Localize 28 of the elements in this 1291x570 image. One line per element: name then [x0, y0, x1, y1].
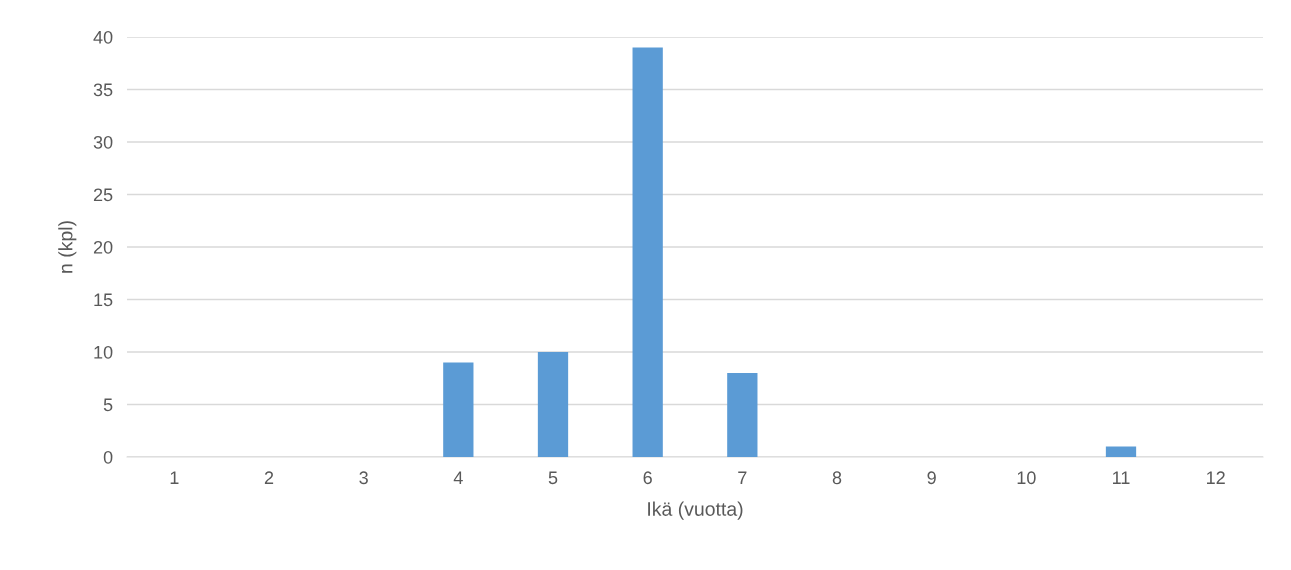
y-tick-label: 15 [94, 293, 113, 307]
y-tick-label: 20 [93, 240, 113, 254]
x-axis-title: Ikä (vuotta) [648, 501, 743, 520]
y-tick-label: 30 [93, 135, 113, 149]
bar [1105, 446, 1137, 457]
y-tick-label: 25 [93, 188, 113, 202]
y-tick-label: 0 [103, 450, 113, 464]
bar [537, 352, 569, 457]
y-tick-label: 5 [103, 398, 113, 412]
y-tick-label: 10 [94, 345, 113, 359]
bar [727, 373, 758, 457]
x-tick-label: 12 [1207, 471, 1225, 484]
x-tick-label: 1 [170, 471, 179, 484]
y-axis-title: n (kpl) [58, 221, 77, 273]
y-tick-label: 35 [93, 83, 113, 97]
x-tick-label: 3 [359, 471, 368, 485]
bar [632, 47, 663, 457]
x-tick-label: 4 [453, 471, 463, 484]
x-tick-label: 2 [264, 471, 274, 484]
x-tick-label: 8 [832, 471, 842, 485]
y-tick-label: 40 [93, 30, 113, 44]
bar [443, 362, 474, 457]
x-tick-label: 7 [738, 471, 747, 484]
x-tick-label: 6 [643, 471, 652, 485]
x-tick-label: 9 [927, 471, 936, 485]
x-tick-label: 5 [548, 471, 558, 485]
x-tick-label: 11 [1113, 471, 1130, 484]
x-tick-label: 10 [1017, 471, 1036, 485]
